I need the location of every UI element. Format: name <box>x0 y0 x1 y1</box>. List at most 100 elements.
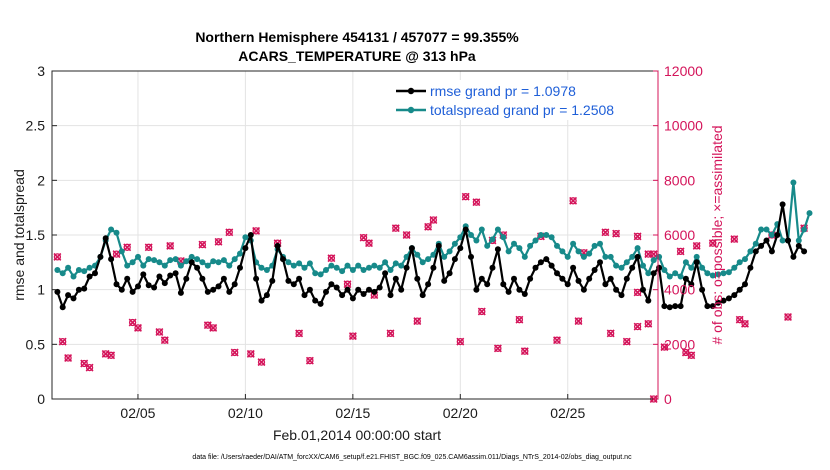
rmse-point <box>226 288 233 295</box>
obs-assimilated-marker <box>622 337 631 346</box>
rmse-point <box>500 281 507 288</box>
totalspread-point <box>215 259 222 266</box>
totalspread-point <box>237 250 243 257</box>
obs-count-point <box>649 250 658 259</box>
obs-count-point <box>553 336 561 345</box>
rmse-point <box>312 297 319 304</box>
obs-assimilated-marker <box>348 332 357 341</box>
totalspread-point <box>65 264 72 271</box>
totalspread-point <box>414 251 421 258</box>
totalspread-point <box>81 268 88 275</box>
rmse-point <box>725 295 732 302</box>
totalspread-point <box>290 262 297 269</box>
obs-possible-marker <box>429 216 438 224</box>
totalspread-point <box>425 256 432 263</box>
obs-possible-marker <box>252 227 260 235</box>
obs-count-point <box>622 337 631 346</box>
y-right-tick-label: 0 <box>664 391 672 407</box>
rmse-point <box>554 270 560 277</box>
obs-count-point <box>252 226 261 235</box>
rmse-point <box>763 237 770 244</box>
rmse-point <box>301 292 308 299</box>
x-tick-label: 02/15 <box>335 405 370 421</box>
obs-assimilated-marker <box>493 344 502 353</box>
rmse-point <box>215 283 222 290</box>
totalspread-point <box>758 226 765 233</box>
rmse-point <box>795 242 802 249</box>
rmse-point <box>607 275 614 282</box>
rmse-point <box>145 282 152 289</box>
rmse-point <box>156 273 163 280</box>
rmse-point <box>661 303 668 310</box>
totalspread-point <box>645 270 652 277</box>
data-file-footer: data file: /Users/raeder/DAI/ATM_forcXX/… <box>192 454 632 461</box>
obs-count-point <box>633 322 642 331</box>
rmse-point <box>247 232 254 238</box>
obs-count-point <box>112 250 121 259</box>
y-tick-label: 3 <box>37 63 45 79</box>
rmse-point <box>693 259 700 266</box>
totalspread-point <box>618 264 625 271</box>
totalspread-point <box>161 262 168 269</box>
totalspread-point <box>86 264 93 271</box>
rmse-point <box>521 291 528 297</box>
totalspread-point <box>591 242 598 249</box>
obs-count-point <box>386 329 395 338</box>
obs-possible-marker <box>515 316 524 324</box>
rmse-point <box>742 281 748 288</box>
obs-assimilated-marker <box>85 363 94 372</box>
totalspread-point <box>392 260 399 267</box>
x-tick-label: 02/20 <box>443 405 478 421</box>
totalspread-point <box>118 248 125 255</box>
totalspread-point <box>795 237 802 244</box>
obs-count-point <box>633 288 642 297</box>
totalspread-point <box>258 264 265 271</box>
obs-count-point <box>574 317 583 326</box>
rmse-point <box>715 299 722 306</box>
obs-assimilated-marker <box>515 315 524 324</box>
rmse-point <box>81 285 88 292</box>
totalspread-point <box>543 232 550 238</box>
totalspread-point <box>151 257 158 264</box>
obs-count-point <box>741 319 749 328</box>
totalspread-point <box>779 237 786 244</box>
obs-assimilated-marker <box>649 250 658 259</box>
totalspread-point <box>382 259 389 266</box>
y-axis-left-ticks: 0 0.5 1 1.5 2 2.5 3 <box>26 63 57 407</box>
rmse-point <box>366 286 372 293</box>
obs-assimilated-marker <box>64 354 73 362</box>
obs-count-point <box>123 243 132 252</box>
rmse-point <box>204 288 211 295</box>
y-right-tick-label: 6000 <box>664 227 695 243</box>
obs-count-point <box>692 241 701 250</box>
rmse-point <box>392 275 399 282</box>
obs-possible-marker <box>633 232 642 241</box>
totalspread-point <box>441 253 448 260</box>
rmse-point <box>92 270 98 277</box>
obs-count-point <box>402 231 411 239</box>
rmse-point <box>258 297 265 304</box>
obs-count-point <box>612 229 621 238</box>
totalspread-point <box>301 264 308 271</box>
obs-count-point <box>730 235 739 244</box>
rmse-point <box>135 283 141 290</box>
obs-possible-marker <box>693 242 701 250</box>
obs-assimilated-marker <box>225 228 234 237</box>
totalspread-point <box>333 264 340 271</box>
rmse-point <box>591 267 598 273</box>
rmse-point <box>172 270 179 277</box>
obs-assimilated-marker <box>477 307 486 316</box>
obs-count-point <box>305 356 314 365</box>
rmse-point <box>124 275 131 282</box>
obs-possible-marker <box>64 354 72 362</box>
obs-count-point <box>601 228 610 237</box>
x-tick-label: 02/10 <box>228 405 263 421</box>
totalspread-point <box>494 226 501 233</box>
legend-box <box>392 80 654 120</box>
obs-possible-marker <box>214 238 223 246</box>
obs-possible-marker <box>574 317 583 325</box>
rmse-point <box>779 201 786 208</box>
obs-possible-marker <box>687 351 695 359</box>
obs-possible-marker <box>633 322 642 331</box>
rmse-point <box>280 256 286 263</box>
